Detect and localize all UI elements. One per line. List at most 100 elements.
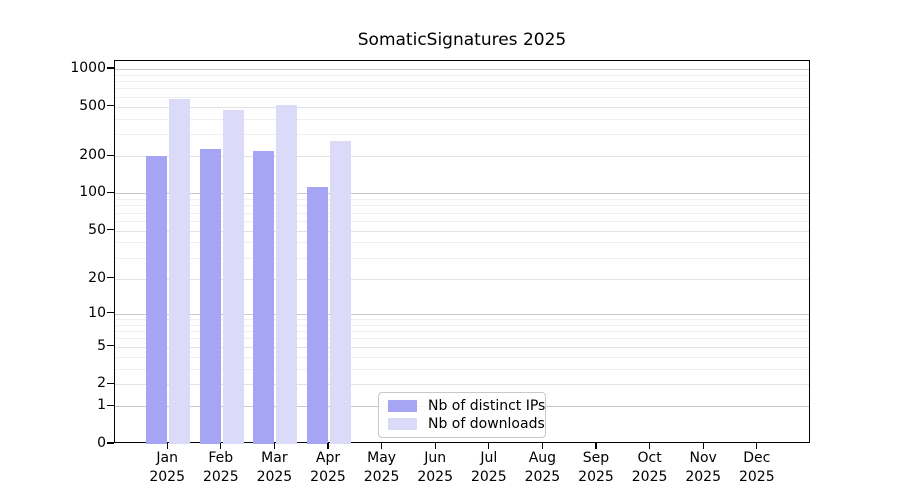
major-gridline <box>115 346 809 348</box>
x-tick-month: Mar <box>261 450 288 466</box>
x-tick-month: Jun <box>424 450 447 466</box>
x-tick-mark <box>541 443 543 449</box>
x-tick-month: Feb <box>208 450 234 466</box>
y-tick-label: 50 <box>88 221 106 238</box>
x-tick-mark <box>649 443 651 449</box>
minor-gridline <box>115 319 809 320</box>
decade-gridline <box>115 68 809 70</box>
minor-gridline <box>115 212 809 214</box>
x-tick-mark <box>702 443 704 449</box>
y-tick-mark <box>107 277 114 279</box>
x-tick-year: 2025 <box>202 469 239 485</box>
plot-area <box>114 60 810 444</box>
x-tick-month: Dec <box>743 450 771 466</box>
bar-distinct-ips-jan <box>146 156 168 444</box>
x-tick-mark <box>381 443 383 449</box>
x-tick-mark <box>166 443 168 449</box>
x-tick-year: 2025 <box>738 469 775 485</box>
x-tick-year: 2025 <box>470 469 507 485</box>
x-tick-year: 2025 <box>631 469 668 485</box>
x-tick-mark <box>327 443 329 449</box>
y-tick-mark <box>107 312 114 314</box>
x-tick-month: Oct <box>637 450 662 466</box>
minor-gridline <box>115 356 809 358</box>
bar-distinct-ips-apr <box>307 186 328 444</box>
y-tick-label: 1 <box>97 397 106 414</box>
y-tick-mark <box>107 345 114 347</box>
y-tick-mark <box>107 191 114 194</box>
y-tick-label: 200 <box>79 147 106 164</box>
x-tick-month: Sep <box>582 450 610 466</box>
legend-swatch-distinct-ips <box>388 400 417 412</box>
x-tick-label-apr: Apr 2025 <box>296 449 360 487</box>
x-tick-label-jun: Jun 2025 <box>403 449 467 487</box>
legend-label-downloads: Nb of downloads <box>428 416 545 432</box>
x-tick-year: 2025 <box>256 469 293 485</box>
x-tick-year: 2025 <box>524 469 561 485</box>
y-tick-label: 10 <box>88 304 106 321</box>
major-gridline <box>115 278 809 280</box>
minor-gridline <box>115 242 809 244</box>
y-tick-mark <box>107 228 114 231</box>
legend: Nb of distinct IPs Nb of downloads <box>378 392 546 438</box>
x-tick-label-aug: Aug 2025 <box>510 449 574 487</box>
minor-gridline <box>115 220 809 222</box>
minor-gridline <box>115 338 809 340</box>
x-tick-label-sep: Sep 2025 <box>564 449 628 487</box>
y-tick-mark <box>107 442 114 444</box>
x-tick-label-oct: Oct 2025 <box>618 449 682 487</box>
minor-gridline <box>115 81 809 83</box>
x-tick-mark <box>756 443 758 449</box>
y-tick-mark <box>107 67 114 69</box>
minor-gridline <box>115 257 809 259</box>
minor-gridline <box>115 134 809 136</box>
y-tick-label: 500 <box>79 97 106 114</box>
x-tick-mark <box>434 443 436 449</box>
major-gridline <box>115 156 809 158</box>
bar-downloads-jan <box>169 99 191 444</box>
x-tick-mark <box>595 443 597 449</box>
y-tick-mark <box>107 404 114 406</box>
decade-gridline <box>115 193 809 195</box>
x-tick-month: Jan <box>156 450 178 466</box>
y-tick-label: 0 <box>97 435 106 451</box>
x-tick-label-jul: Jul 2025 <box>457 449 521 487</box>
x-tick-year: 2025 <box>685 469 721 485</box>
x-tick-month: Jul <box>480 450 498 466</box>
x-tick-label-feb: Feb 2025 <box>189 449 253 487</box>
minor-gridline <box>115 331 809 333</box>
minor-gridline <box>115 74 809 76</box>
x-tick-month: Apr <box>315 450 341 466</box>
x-tick-mark <box>220 443 222 449</box>
minor-gridline <box>115 199 809 201</box>
x-tick-month: May <box>367 450 397 466</box>
bar-distinct-ips-feb <box>199 149 221 444</box>
bar-downloads-feb <box>222 110 244 444</box>
y-tick-mark <box>107 104 114 107</box>
x-tick-label-may: May 2025 <box>350 449 414 487</box>
bar-downloads-apr <box>330 140 351 444</box>
minor-gridline <box>115 118 809 120</box>
minor-gridline <box>115 205 809 207</box>
major-gridline <box>115 230 809 232</box>
y-tick-label: 1000 <box>70 59 106 76</box>
x-tick-month: Aug <box>528 450 557 466</box>
x-tick-year: 2025 <box>149 469 185 485</box>
x-tick-label-dec: Dec 2025 <box>725 449 789 487</box>
minor-gridline <box>115 368 809 370</box>
x-tick-label-mar: Mar 2025 <box>242 449 306 487</box>
x-tick-label-nov: Nov 2025 <box>671 449 735 487</box>
y-tick-label: 5 <box>97 337 106 354</box>
major-gridline <box>115 384 809 386</box>
legend-item-downloads: Nb of downloads <box>388 416 545 432</box>
minor-gridline <box>115 96 809 98</box>
minor-gridline <box>115 324 809 326</box>
major-gridline <box>115 106 809 108</box>
decade-gridline <box>115 313 809 315</box>
y-tick-mark <box>107 154 114 156</box>
x-tick-year: 2025 <box>363 469 400 485</box>
bar-distinct-ips-mar <box>253 151 275 444</box>
x-tick-mark <box>488 443 490 449</box>
legend-label-distinct-ips: Nb of distinct IPs <box>428 398 546 414</box>
